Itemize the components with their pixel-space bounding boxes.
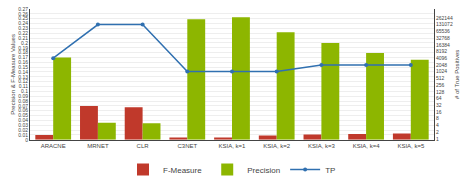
svg-text:0.17: 0.17 (18, 54, 28, 60)
svg-text:262144: 262144 (436, 15, 453, 21)
svg-text:8: 8 (436, 115, 439, 121)
svg-text:0.25: 0.25 (18, 15, 28, 21)
svg-text:1: 1 (436, 136, 439, 142)
svg-text:64: 64 (436, 95, 442, 101)
svg-text:Precision: Precision (247, 166, 280, 175)
svg-text:0.15: 0.15 (18, 64, 28, 70)
svg-text:256: 256 (436, 82, 445, 88)
svg-text:0.1: 0.1 (21, 88, 28, 94)
svg-text:0.05: 0.05 (18, 112, 28, 118)
svg-text:0.06: 0.06 (18, 107, 28, 113)
svg-text:0.12: 0.12 (18, 78, 28, 84)
svg-text:0.22: 0.22 (18, 30, 28, 36)
svg-text:2048: 2048 (436, 62, 447, 68)
svg-text:0.01: 0.01 (18, 132, 28, 138)
svg-text:0.27: 0.27 (18, 6, 28, 12)
svg-text:MRNET: MRNET (87, 143, 109, 149)
svg-text:1024: 1024 (436, 68, 447, 74)
svg-text:0.2: 0.2 (21, 40, 28, 46)
svg-text:0.04: 0.04 (18, 117, 28, 123)
svg-text:C3NET: C3NET (177, 143, 197, 149)
svg-text:KSIA, k=1: KSIA, k=1 (219, 143, 247, 149)
svg-text:ARACNE: ARACNE (41, 143, 66, 149)
svg-text:0.16: 0.16 (18, 59, 28, 65)
svg-text:# of True Positives: # of True Positives (454, 50, 460, 99)
svg-text:F-Measure: F-Measure (163, 166, 202, 175)
svg-text:KSIA, k=2: KSIA, k=2 (263, 143, 291, 149)
svg-text:0.18: 0.18 (18, 49, 28, 55)
svg-text:0.14: 0.14 (18, 69, 28, 75)
svg-text:4: 4 (436, 122, 439, 128)
svg-text:0.07: 0.07 (18, 103, 28, 109)
svg-text:4096: 4096 (436, 55, 447, 61)
svg-text:0.08: 0.08 (18, 98, 28, 104)
svg-text:32: 32 (436, 102, 442, 108)
svg-text:0: 0 (25, 137, 28, 143)
svg-text:0.23: 0.23 (18, 25, 28, 31)
svg-text:65536: 65536 (436, 28, 450, 34)
svg-text:TP: TP (325, 166, 335, 175)
svg-text:16384: 16384 (436, 42, 450, 48)
svg-text:KSIA, k=3: KSIA, k=3 (308, 143, 336, 149)
svg-text:8192: 8192 (436, 48, 447, 54)
svg-text:32768: 32768 (436, 35, 450, 41)
svg-text:0.11: 0.11 (19, 83, 29, 89)
svg-text:KSIA, k=4: KSIA, k=4 (353, 143, 381, 149)
svg-text:0.02: 0.02 (18, 127, 28, 133)
svg-text:KSIA, k=5: KSIA, k=5 (397, 143, 425, 149)
svg-text:16: 16 (436, 109, 442, 115)
svg-text:2: 2 (436, 129, 439, 135)
svg-text:128: 128 (436, 89, 445, 95)
svg-text:CLR: CLR (137, 143, 150, 149)
svg-text:0.19: 0.19 (18, 45, 28, 51)
svg-text:0.13: 0.13 (18, 74, 28, 80)
svg-text:0.24: 0.24 (18, 20, 28, 26)
svg-text:0.03: 0.03 (18, 122, 28, 128)
svg-text:0.09: 0.09 (18, 93, 28, 99)
svg-text:0.26: 0.26 (18, 11, 28, 17)
svg-text:131072: 131072 (436, 21, 453, 27)
svg-text:0.21: 0.21 (18, 35, 28, 41)
svg-text:512: 512 (436, 75, 445, 81)
svg-text:Precision & F-Measure Values: Precision & F-Measure Values (10, 34, 16, 115)
